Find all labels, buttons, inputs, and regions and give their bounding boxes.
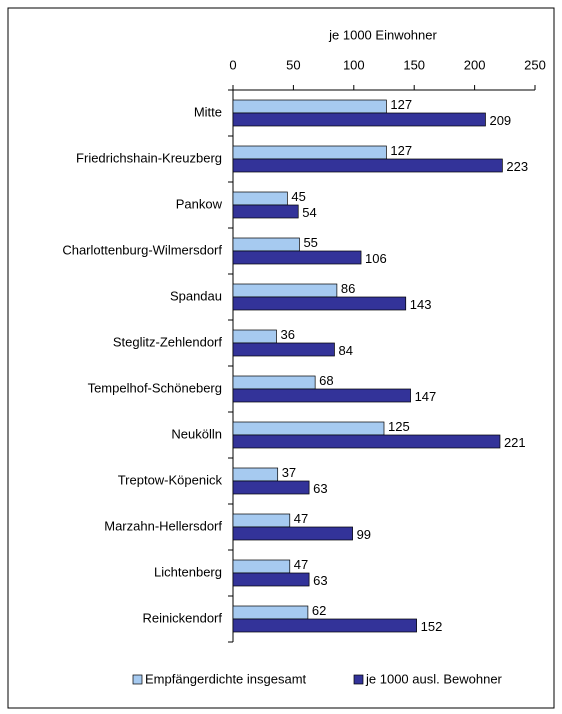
- bar: [232, 434, 501, 449]
- y-tick-label: Lichtenberg: [154, 564, 222, 579]
- value-label: 223: [506, 159, 528, 174]
- axis-label: je 1000 Einwohner: [328, 27, 437, 42]
- value-label: 143: [410, 297, 432, 312]
- bar: [232, 250, 362, 265]
- bar: [232, 342, 335, 357]
- legend-label: Empfängerdichte insgesamt: [145, 671, 307, 686]
- x-tick-label: 200: [464, 57, 486, 72]
- x-tick-label: 100: [343, 57, 365, 72]
- value-label: 86: [341, 281, 355, 296]
- y-tick-label: Reinickendorf: [143, 610, 223, 625]
- bar: [232, 112, 486, 127]
- y-tick-label: Marzahn-Hellersdorf: [104, 518, 222, 533]
- value-label: 37: [282, 465, 296, 480]
- bar: [232, 513, 291, 528]
- y-tick-label: Charlottenburg-Wilmersdorf: [62, 242, 222, 257]
- bar: [232, 421, 385, 436]
- value-label: 147: [415, 389, 437, 404]
- bar: [232, 526, 353, 541]
- value-label: 47: [294, 557, 308, 572]
- bar: [232, 618, 417, 633]
- value-label: 221: [504, 435, 526, 450]
- value-label: 63: [313, 481, 327, 496]
- value-label: 63: [313, 573, 327, 588]
- value-label: 47: [294, 511, 308, 526]
- y-tick-label: Neukölln: [171, 426, 222, 441]
- bar: [232, 559, 291, 574]
- legend-swatch: [132, 674, 143, 685]
- value-label: 125: [388, 419, 410, 434]
- bar: [232, 329, 277, 344]
- bar: [232, 605, 309, 620]
- y-tick-label: Pankow: [176, 196, 223, 211]
- value-label: 45: [291, 189, 305, 204]
- value-label: 127: [390, 97, 412, 112]
- bar: [232, 480, 310, 495]
- bar: [232, 467, 279, 482]
- y-tick-label: Steglitz-Zehlendorf: [113, 334, 222, 349]
- bar: [232, 191, 288, 206]
- y-tick-label: Spandau: [170, 288, 222, 303]
- y-tick-label: Friedrichshain-Kreuzberg: [76, 150, 222, 165]
- value-label: 106: [365, 251, 387, 266]
- bar: [232, 204, 299, 219]
- value-label: 68: [319, 373, 333, 388]
- value-label: 62: [312, 603, 326, 618]
- x-tick-label: 0: [229, 57, 236, 72]
- value-label: 127: [390, 143, 412, 158]
- y-tick-label: Tempelhof-Schöneberg: [88, 380, 222, 395]
- bar: [232, 158, 503, 173]
- value-label: 99: [357, 527, 371, 542]
- bar: [232, 237, 300, 252]
- legend-label: je 1000 ausl. Bewohner: [365, 671, 503, 686]
- x-tick-label: 250: [524, 57, 546, 72]
- value-label: 84: [338, 343, 352, 358]
- legend-swatch: [353, 674, 364, 685]
- x-tick-label: 50: [286, 57, 300, 72]
- bar: [232, 283, 338, 298]
- bar: [232, 296, 407, 311]
- bar: [232, 99, 387, 114]
- value-label: 36: [280, 327, 294, 342]
- bar: [232, 375, 316, 390]
- frame: [7, 7, 555, 709]
- y-tick-label: Mitte: [194, 104, 222, 119]
- bar: [232, 145, 387, 160]
- bar: [232, 388, 411, 403]
- x-tick-label: 150: [403, 57, 425, 72]
- value-label: 152: [421, 619, 443, 634]
- bar: [232, 572, 310, 587]
- y-tick-label: Treptow-Köpenick: [118, 472, 223, 487]
- value-label: 209: [489, 113, 511, 128]
- value-label: 55: [303, 235, 317, 250]
- value-label: 54: [302, 205, 316, 220]
